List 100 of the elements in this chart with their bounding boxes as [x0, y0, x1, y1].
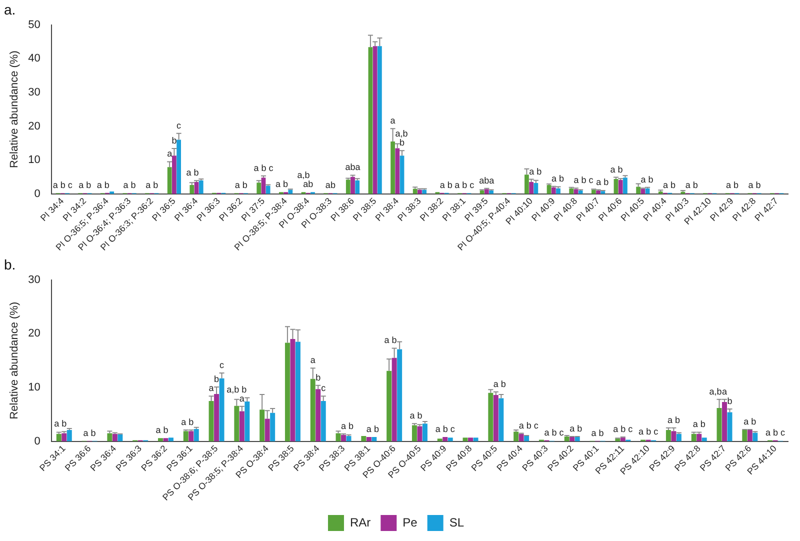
bar: [752, 432, 758, 442]
annotation: a b c: [518, 420, 539, 430]
annotation: b: [316, 372, 321, 382]
bar: [372, 437, 377, 442]
bar: [524, 436, 530, 442]
annotation: a b: [748, 180, 761, 190]
chart-title: a.: [4, 1, 16, 18]
bar: [618, 180, 623, 194]
bar: [397, 349, 402, 442]
annotation: a b: [744, 416, 756, 426]
annotation: a b: [181, 417, 194, 428]
annotation: a: [310, 355, 316, 366]
bar: [400, 156, 404, 194]
bar: [671, 431, 676, 442]
bar: [239, 411, 244, 442]
bar: [188, 431, 194, 442]
bar: [320, 400, 326, 442]
annotation: ab: [325, 180, 336, 190]
bar: [316, 389, 321, 442]
annotation: a,b: [297, 170, 310, 180]
annotation: a: [167, 148, 172, 159]
annotation: a b: [570, 424, 582, 434]
annotation: a,b b: [226, 384, 247, 394]
annotation: a b: [123, 180, 136, 190]
bar: [442, 437, 448, 442]
bar: [666, 430, 671, 442]
bar: [473, 438, 478, 442]
annotation: b: [727, 396, 732, 406]
bar: [66, 430, 72, 442]
annotation: c: [176, 120, 182, 130]
bar: [219, 378, 224, 442]
annotation: a b c: [766, 427, 786, 438]
bar: [395, 148, 400, 194]
y-axis-title: Relative abundance (%): [8, 302, 21, 420]
annotation: a: [722, 386, 728, 396]
y-tick-label: 0: [34, 188, 40, 200]
bar: [386, 370, 392, 442]
annotation: a: [239, 393, 244, 404]
annotation: a b c: [638, 426, 659, 437]
bar: [676, 434, 682, 442]
annotation: a b: [341, 420, 354, 431]
bar: [107, 433, 112, 442]
annotation: a b c: [254, 162, 274, 173]
bar: [346, 180, 350, 194]
annotation: c: [220, 360, 225, 370]
annotation: c: [321, 383, 326, 394]
annotation: a: [390, 116, 396, 126]
bar: [498, 398, 504, 442]
annotation: a,b: [395, 128, 408, 139]
bar: [412, 425, 417, 442]
bar: [524, 174, 529, 194]
annotation: a b: [529, 166, 542, 176]
bar: [366, 437, 372, 442]
annotation: a b: [667, 414, 680, 425]
annotation: a b: [440, 180, 452, 190]
bar: [488, 392, 494, 442]
annotation: a b: [78, 180, 92, 190]
bar: [372, 46, 378, 194]
bar: [529, 182, 534, 194]
bar: [742, 430, 748, 442]
annotation: a b c: [435, 424, 456, 434]
bar: [190, 185, 194, 194]
bar: [722, 402, 727, 442]
annotation: a b: [54, 418, 67, 429]
annotation: b: [400, 138, 405, 148]
bar: [368, 47, 373, 194]
bar: [448, 438, 453, 442]
bar: [198, 180, 204, 194]
y-tick-label: 10: [28, 154, 40, 166]
annotation: a b: [275, 179, 288, 190]
bar: [208, 400, 214, 442]
y-tick-label: 30: [28, 86, 40, 98]
annotation: a b: [96, 180, 110, 190]
annotation: a b: [551, 173, 564, 184]
annotation: a b c: [574, 175, 594, 186]
bar: [168, 438, 174, 442]
annotation: a b: [640, 174, 654, 184]
y-tick-label: 20: [28, 328, 40, 340]
bar: [256, 182, 262, 194]
bar: [437, 438, 442, 442]
bar: [266, 186, 270, 194]
bar: [264, 418, 270, 442]
legend-label: SL: [449, 515, 464, 530]
annotation: a b: [146, 180, 158, 190]
bar: [244, 402, 250, 442]
annotation: a b: [234, 180, 248, 190]
bar: [176, 140, 181, 194]
bar: [284, 342, 290, 442]
annotation: a b: [156, 425, 168, 436]
annotation: a b: [591, 428, 604, 438]
bar: [636, 186, 640, 194]
y-tick-label: 30: [28, 274, 40, 286]
annotation: ab: [303, 179, 314, 190]
bar: [163, 438, 168, 442]
y-tick-label: 50: [28, 18, 40, 31]
bar: [346, 436, 352, 442]
bar: [310, 378, 316, 442]
annotation: a b: [663, 180, 676, 190]
bar: [336, 433, 341, 442]
annotation: aba: [345, 162, 360, 172]
